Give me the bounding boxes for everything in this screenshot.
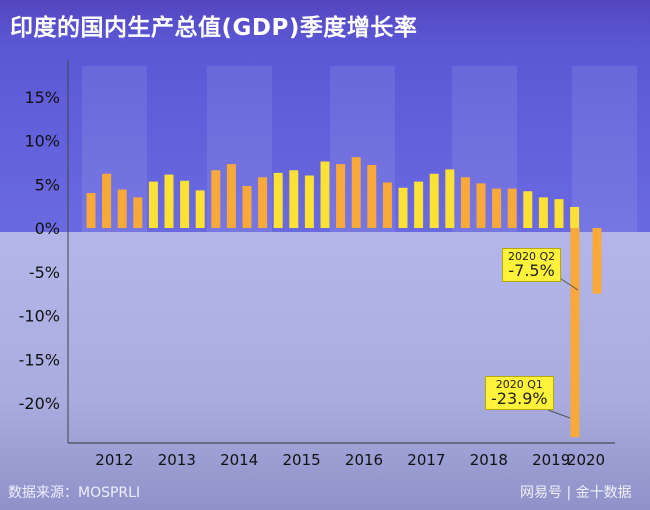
y-tick-label: -10% xyxy=(19,307,60,326)
callout-value: -23.9% xyxy=(491,388,548,408)
y-tick-label: 10% xyxy=(24,132,60,151)
bar-2015-q4 xyxy=(320,161,330,228)
callout-2020-q2: 2020 Q2 -7.5% xyxy=(502,248,562,283)
bar-2019-q1 xyxy=(523,191,533,228)
y-tick-label: 0% xyxy=(35,219,60,238)
y-tick-label: 5% xyxy=(35,175,60,194)
bar-2012-q4 xyxy=(133,197,143,228)
chart-title: 印度的国内生产总值(GDP)季度增长率 xyxy=(10,15,418,41)
x-tick-label: 2016 xyxy=(345,451,383,469)
bar-2014-q1 xyxy=(211,170,221,228)
bar-2016-q4 xyxy=(382,182,392,228)
bar-2018-q2 xyxy=(476,183,486,228)
bar-2017-q2 xyxy=(414,181,424,228)
bar-2012-q3 xyxy=(117,189,127,228)
bar-2014-q2 xyxy=(226,164,236,228)
bar-2016-q3 xyxy=(367,165,377,228)
callout-quarter: 2020 Q1 xyxy=(495,378,543,391)
bar-2015-q2 xyxy=(289,170,299,228)
x-tick-label: 2020 xyxy=(567,451,605,469)
bar-2019-q3 xyxy=(554,199,564,228)
y-tick-label: -20% xyxy=(19,394,60,413)
bar-2020-q2 xyxy=(592,228,602,294)
bar-2017-q1 xyxy=(398,187,408,228)
bar-2016-q2 xyxy=(351,157,361,228)
x-tick-label: 2012 xyxy=(95,451,133,469)
bar-2017-q4 xyxy=(445,169,455,228)
x-tick-label: 2017 xyxy=(407,451,445,469)
y-tick-label: -5% xyxy=(29,263,60,282)
bar-2018-q4 xyxy=(507,188,517,228)
bar-2020-q1 xyxy=(570,228,580,438)
callout-2020-q1: 2020 Q1 -23.9% xyxy=(485,376,554,411)
bar-2017-q3 xyxy=(429,173,439,228)
bar-2013-q4 xyxy=(195,190,205,228)
bar-2014-q3 xyxy=(242,186,252,228)
x-tick-label: 2018 xyxy=(470,451,508,469)
bar-2018-q1 xyxy=(460,177,470,228)
bar-2012-q1 xyxy=(86,193,96,228)
bar-2019-q4 xyxy=(570,207,580,228)
bar-2013-q2 xyxy=(164,174,174,228)
x-tick-label: 2019 xyxy=(532,451,570,469)
x-tick-label: 2013 xyxy=(158,451,196,469)
watermark: 网易号 | 金十数据 xyxy=(520,485,632,501)
y-tick-label: 15% xyxy=(24,88,60,107)
bar-2016-q1 xyxy=(336,164,346,228)
bar-2013-q1 xyxy=(148,181,158,228)
year-stripe xyxy=(572,66,637,232)
bar-2019-q2 xyxy=(538,197,548,228)
bar-2018-q3 xyxy=(492,188,502,228)
bar-2014-q4 xyxy=(258,177,268,228)
callout-pointer xyxy=(547,409,571,419)
bar-2015-q3 xyxy=(304,175,314,228)
callout-quarter: 2020 Q2 xyxy=(508,250,556,263)
bar-2015-q1 xyxy=(273,172,283,228)
callout-value: -7.5% xyxy=(508,260,555,280)
y-tick-label: -15% xyxy=(19,350,60,369)
bar-2013-q3 xyxy=(180,180,190,228)
x-tick-label: 2015 xyxy=(283,451,321,469)
bar-2012-q2 xyxy=(102,173,112,228)
x-tick-label: 2014 xyxy=(220,451,258,469)
source-note: 数据来源：MOSPRLI xyxy=(8,485,141,501)
